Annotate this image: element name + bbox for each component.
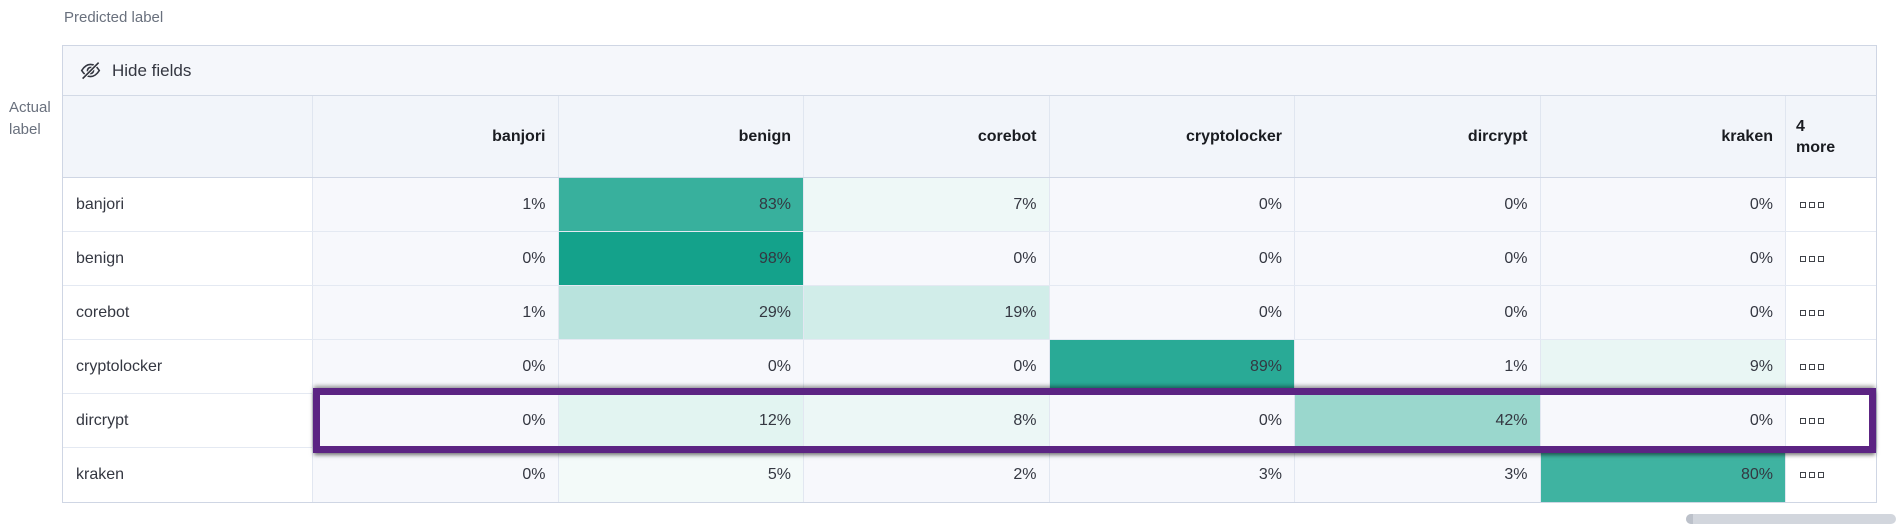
cell-kraken-banjori: 0% (313, 448, 559, 502)
row-label-cryptolocker: cryptolocker (63, 340, 313, 393)
row-label-dircrypt: dircrypt (63, 394, 313, 447)
horizontal-scrollbar[interactable] (1686, 514, 1896, 524)
cell-cryptolocker-cryptolocker: 89% (1049, 340, 1295, 393)
cell-kraken-dircrypt: 3% (1295, 448, 1541, 502)
cell-dircrypt-kraken: 0% (1540, 394, 1786, 447)
boxes-horizontal-icon (1800, 363, 1824, 370)
cell-benign-corebot: 0% (804, 232, 1050, 285)
more-columns-label: 4 more (1796, 117, 1836, 156)
boxes-horizontal-icon (1800, 201, 1824, 208)
hide-fields-label: Hide fields (112, 60, 192, 80)
row-label-banjori: banjori (63, 178, 313, 231)
cell-banjori-benign: 83% (558, 178, 804, 231)
row-label-corebot: corebot (63, 286, 313, 339)
cell-cryptolocker-dircrypt: 1% (1295, 340, 1541, 393)
corner-header-cell (63, 96, 313, 177)
cell-benign-dircrypt: 0% (1295, 232, 1541, 285)
cell-cryptolocker-benign: 0% (558, 340, 804, 393)
cell-corebot-kraken: 0% (1540, 286, 1786, 339)
cell-dircrypt-banjori: 0% (313, 394, 559, 447)
actual-axis-label: Actual label (9, 99, 51, 138)
eye-closed-icon (80, 61, 101, 80)
matrix-row-dircrypt: dircrypt 0% 12% 8% 0% 42% 0% (63, 394, 1876, 448)
boxes-horizontal-icon (1800, 417, 1824, 424)
cell-cryptolocker-corebot: 0% (804, 340, 1050, 393)
cell-kraken-benign: 5% (558, 448, 804, 502)
cell-dircrypt-benign: 12% (558, 394, 804, 447)
row-actions-button-kraken[interactable] (1786, 448, 1876, 502)
header-row: banjori benign corebot cryptolocker dircrypt… (63, 96, 1876, 178)
cell-banjori-banjori: 1% (313, 178, 559, 231)
cell-banjori-kraken: 0% (1540, 178, 1786, 231)
column-header-cryptolocker[interactable]: cryptolocker (1050, 96, 1295, 177)
row-actions-button-banjori[interactable] (1786, 178, 1876, 231)
cell-corebot-dircrypt: 0% (1295, 286, 1541, 339)
cell-benign-cryptolocker: 0% (1049, 232, 1295, 285)
cell-corebot-cryptolocker: 0% (1049, 286, 1295, 339)
cell-cryptolocker-kraken: 9% (1540, 340, 1786, 393)
cell-benign-kraken: 0% (1540, 232, 1786, 285)
row-actions-button-dircrypt[interactable] (1786, 394, 1876, 447)
confusion-matrix-table: Hide fields banjori benign corebot cryptolo… (62, 45, 1877, 503)
boxes-horizontal-icon (1800, 309, 1824, 316)
matrix-row-cryptolocker: cryptolocker 0% 0% 0% 89% 1% 9% (63, 340, 1876, 394)
hide-fields-button[interactable]: Hide fields (63, 46, 1876, 96)
cell-corebot-corebot: 19% (804, 286, 1050, 339)
matrix-row-benign: benign 0% 98% 0% 0% 0% 0% (63, 232, 1876, 286)
column-header-kraken[interactable]: kraken (1541, 96, 1786, 177)
cell-benign-benign: 98% (558, 232, 804, 285)
matrix-row-kraken: kraken 0% 5% 2% 3% 3% 80% (63, 448, 1876, 502)
column-header-dircrypt[interactable]: dircrypt (1295, 96, 1541, 177)
column-header-banjori[interactable]: banjori (313, 96, 559, 177)
more-columns-button[interactable]: 4 more (1786, 96, 1876, 177)
cell-banjori-dircrypt: 0% (1295, 178, 1541, 231)
cell-corebot-banjori: 1% (313, 286, 559, 339)
matrix-row-banjori: banjori 1% 83% 7% 0% 0% 0% (63, 178, 1876, 232)
cell-banjori-corebot: 7% (804, 178, 1050, 231)
cell-corebot-benign: 29% (558, 286, 804, 339)
cell-kraken-kraken: 80% (1540, 448, 1786, 502)
cell-cryptolocker-banjori: 0% (313, 340, 559, 393)
cell-dircrypt-corebot: 8% (804, 394, 1050, 447)
cell-banjori-cryptolocker: 0% (1049, 178, 1295, 231)
matrix-body: banjori 1% 83% 7% 0% 0% 0% benign 0% 98% 0% 0% 0% 0% c… (63, 178, 1876, 502)
row-actions-button-cryptolocker[interactable] (1786, 340, 1876, 393)
boxes-horizontal-icon (1800, 472, 1824, 478)
boxes-horizontal-icon (1800, 255, 1824, 262)
row-label-kraken: kraken (63, 448, 313, 502)
cell-benign-banjori: 0% (313, 232, 559, 285)
cell-kraken-corebot: 2% (804, 448, 1050, 502)
cell-dircrypt-cryptolocker: 0% (1049, 394, 1295, 447)
scrollbar-cap (1686, 514, 1693, 524)
predicted-axis-label: Predicted label (64, 9, 164, 26)
column-header-corebot[interactable]: corebot (804, 96, 1050, 177)
matrix-row-corebot: corebot 1% 29% 19% 0% 0% 0% (63, 286, 1876, 340)
row-actions-button-corebot[interactable] (1786, 286, 1876, 339)
column-header-benign[interactable]: benign (559, 96, 804, 177)
cell-kraken-cryptolocker: 3% (1049, 448, 1295, 502)
row-label-benign: benign (63, 232, 313, 285)
cell-dircrypt-dircrypt: 42% (1295, 394, 1541, 447)
row-actions-button-benign[interactable] (1786, 232, 1876, 285)
